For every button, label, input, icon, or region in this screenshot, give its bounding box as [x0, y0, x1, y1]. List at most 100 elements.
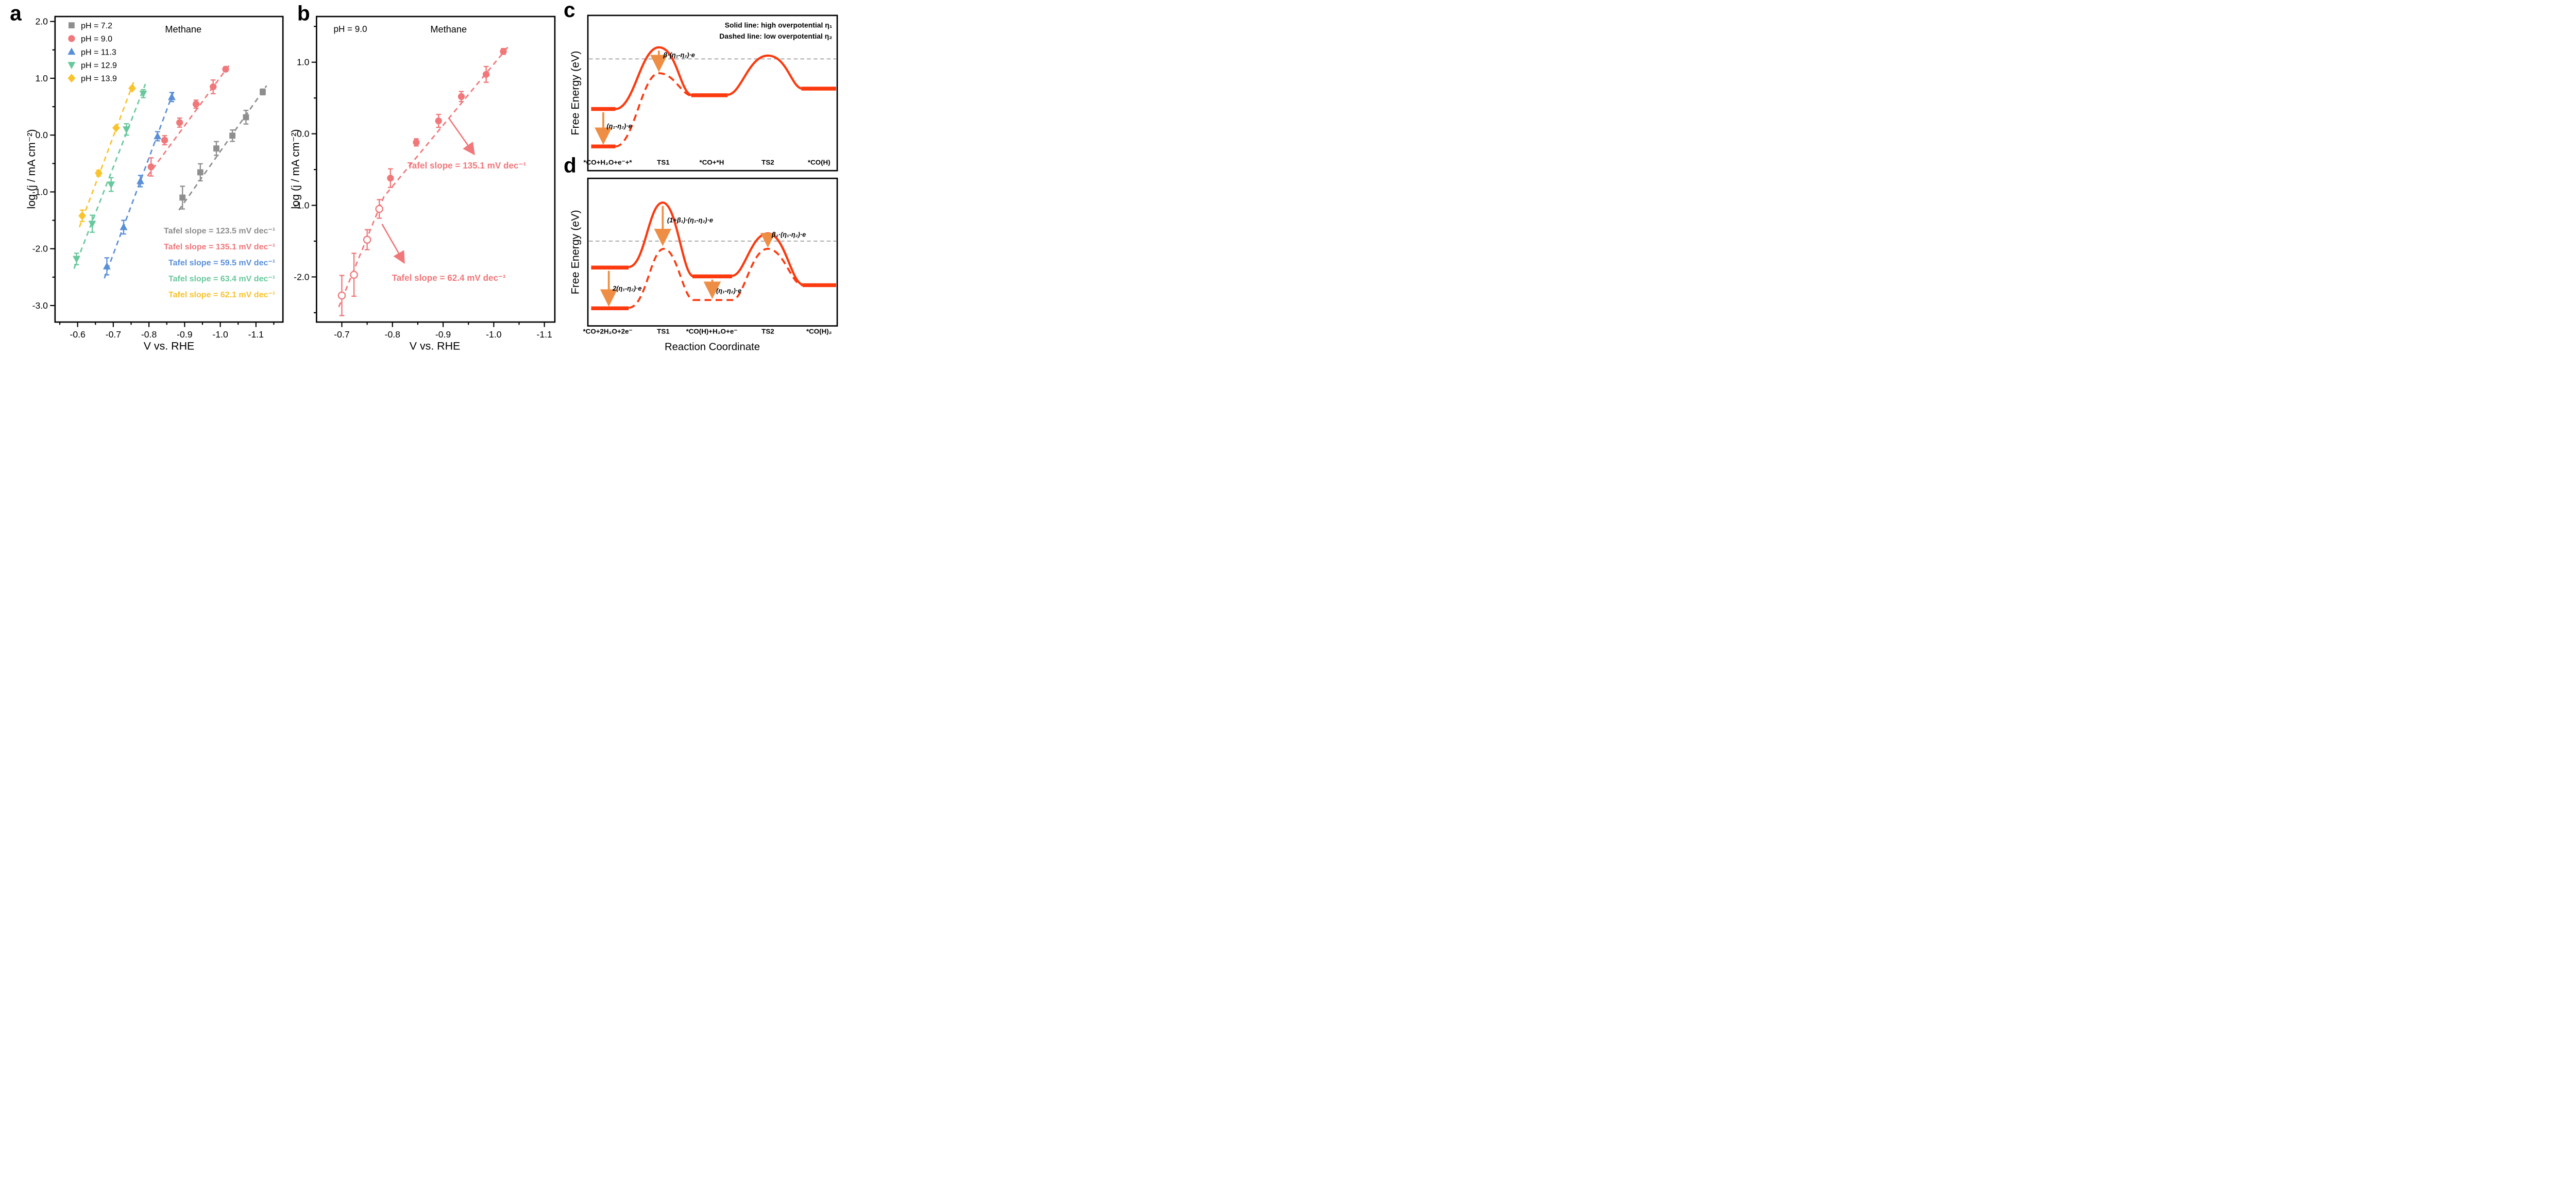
data-point-marker — [154, 132, 162, 140]
panel-a-ylabel: log (j / mA cm⁻²) — [25, 129, 38, 209]
panel-letter-d: d — [564, 154, 577, 178]
stage-label-d: *CO(H)+H₂O+e⁻ — [686, 327, 738, 335]
data-point-marker — [95, 168, 103, 178]
y-tick-label: -3.0 — [32, 300, 48, 311]
x-tick-label: -1.0 — [212, 329, 228, 340]
data-point-marker — [67, 47, 76, 55]
stage-label-c: TS2 — [761, 158, 774, 166]
solid-path-ts2-c — [727, 54, 803, 96]
data-point-marker — [337, 291, 346, 300]
y-tick-label: 0.0 — [297, 128, 310, 139]
data-point-marker — [179, 194, 186, 201]
tafel-slope-label: Tafel slope = 62.1 mV dec⁻¹ — [168, 290, 276, 300]
dashed-path-ts1-d — [628, 248, 694, 309]
stage-label-c: *CO+*H — [700, 158, 724, 166]
x-tick-label: -0.9 — [435, 329, 451, 340]
x-tick-label: -1.1 — [536, 329, 552, 340]
data-point-marker — [67, 74, 76, 83]
data-point-marker — [67, 62, 76, 70]
energy-diagram-d — [587, 177, 838, 327]
stage-label-d: TS2 — [761, 327, 774, 335]
y-tick-label: 1.0 — [35, 73, 48, 83]
panel-letter-b: b — [297, 2, 310, 26]
tafel-fit-line — [147, 64, 230, 177]
solid-path-ts1-c — [615, 46, 693, 110]
plot-frame — [54, 15, 284, 323]
panel-d-xlabel: Reaction Coordinate — [664, 341, 760, 353]
solid-path-ts1-d — [628, 201, 694, 278]
data-point-marker — [78, 211, 87, 221]
x-tick-label: -0.7 — [106, 329, 121, 340]
data-point-marker — [123, 126, 130, 134]
panel-a-title: Methane — [165, 24, 202, 35]
data-point-marker — [68, 35, 75, 42]
legend-label: pH = 13.9 — [81, 74, 117, 83]
data-point-marker — [350, 271, 358, 279]
data-point-marker — [243, 114, 249, 121]
figure-canvas: -0.6 -0.7 -0.8 -0.9 -1.0 -1.1 2.0 1.0 0.0 -1.0 -2.… — [0, 0, 846, 359]
data-point-marker — [137, 177, 144, 184]
panel-b-title: Methane — [430, 24, 467, 35]
data-point-marker — [387, 175, 394, 182]
data-point-marker — [192, 100, 200, 108]
annotation-arrows-b — [381, 117, 475, 264]
stage-label-d: TS1 — [657, 327, 670, 335]
data-point-marker — [229, 132, 235, 139]
data-point-marker — [482, 71, 490, 78]
data-point-marker — [457, 93, 465, 100]
panel-c-legend-solid: Solid line: high overpotential η₁ — [724, 21, 833, 29]
panel-b-xlabel: V vs. RHE — [409, 340, 461, 352]
data-point-marker — [139, 90, 147, 98]
panel-a-xlabel: V vs. RHE — [143, 340, 195, 352]
energy-annotation-d: (η₁-η₂)·e — [716, 286, 741, 294]
tafel-annotation-135: Tafel slope = 135.1 mV dec⁻¹ — [407, 161, 527, 171]
legend-label: pH = 12.9 — [81, 61, 117, 70]
stage-label-c: *CO(H) — [808, 158, 831, 166]
data-point-marker — [147, 163, 155, 171]
y-tick-label: -2.0 — [294, 272, 310, 282]
dashed-path-ts1-c — [615, 72, 693, 148]
energy-annotation-c: β·(η₁-η₂)·e — [663, 51, 694, 59]
tafel-fit-line — [73, 83, 146, 269]
energy-diagram-c — [587, 14, 838, 172]
panel-letter-c: c — [564, 0, 575, 22]
dashed-path-ts2-d — [693, 248, 803, 301]
y-tick-label: -1.0 — [294, 200, 310, 210]
stage-label-c: *CO+H₂O+e⁻+* — [583, 158, 632, 166]
stage-label-c: TS1 — [657, 158, 670, 166]
data-point-marker — [213, 145, 219, 151]
energy-annotation-d: β₂·(η₁-η₂)·e — [771, 230, 806, 238]
data-point-marker — [435, 117, 442, 125]
panel-b-ylabel: log (j / mA cm⁻²) — [290, 129, 302, 209]
data-point-marker — [176, 119, 183, 126]
legend-label: pH = 9.0 — [81, 35, 112, 44]
legend-label: pH = 7.2 — [81, 21, 112, 30]
y-tick-label: -1.0 — [32, 187, 48, 197]
legend-label: pH = 11.3 — [81, 47, 116, 57]
tafel-fit-line — [178, 85, 267, 211]
tafel-slope-label: Tafel slope = 59.5 mV dec⁻¹ — [168, 258, 276, 268]
panel-c-ylabel: Free Energy (eV) — [569, 50, 582, 136]
panel-b-ph-label: pH = 9.0 — [333, 25, 367, 35]
tafel-annotation-62: Tafel slope = 62.4 mV dec⁻¹ — [392, 273, 506, 283]
diagram-text-labels: *CO+H₂O+e⁻+* TS1 *CO+*H TS2 *CO(H) *CO+2H₂O+2… — [583, 51, 832, 335]
data-point-marker — [260, 89, 266, 95]
tafel-slope-label: Tafel slope = 123.5 mV dec⁻¹ — [164, 226, 276, 236]
data-point-marker — [112, 123, 120, 132]
data-point-marker — [120, 223, 128, 230]
data-point-marker — [73, 256, 81, 263]
tafel-fit-line — [78, 80, 135, 228]
panel-letter-a: a — [10, 2, 22, 26]
tafel-chart-a: -0.6 -0.7 -0.8 -0.9 -1.0 -1.1 2.0 1.0 0.0 -1.0 -2.… — [32, 15, 284, 340]
x-tick-label: -0.7 — [334, 329, 349, 340]
x-tick-label: -1.0 — [486, 329, 502, 340]
data-point-marker — [210, 83, 217, 91]
data-point-marker — [103, 262, 111, 269]
data-point-marker — [107, 181, 115, 189]
energy-annotation-d: (1+β₁)·(η₁-η₂)·e — [667, 216, 713, 224]
figure-svg: -0.6 -0.7 -0.8 -0.9 -1.0 -1.1 2.0 1.0 0.0 -1.0 -2.… — [32, 14, 838, 340]
y-tick-label: 1.0 — [297, 57, 310, 68]
panel-d-ylabel: Free Energy (eV) — [569, 210, 582, 295]
data-point-marker — [161, 137, 168, 144]
tafel-chart-b: -0.7 -0.8 -0.9 -1.0 -1.1 1.0 0.0 -1.0 -2.0 — [294, 15, 556, 340]
